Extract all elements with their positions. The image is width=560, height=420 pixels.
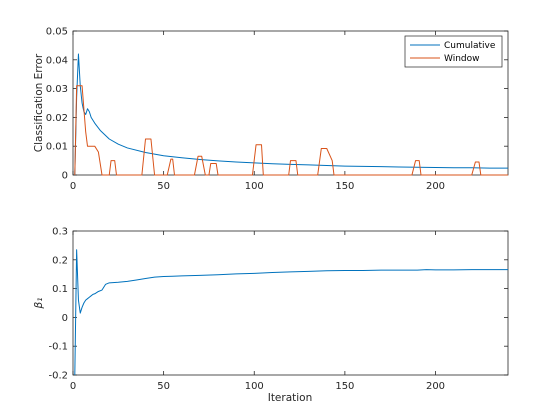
y-tick-label: 0.01 [46,142,68,153]
y-tick-label: 0.02 [46,113,68,124]
x-tick-label: 200 [426,381,445,392]
y-tick-label: 0.3 [52,227,68,238]
top-y-axis-label: Classification Error [33,53,45,152]
top-y-tick-labels: 0 0.01 0.02 0.03 0.04 0.05 [46,27,68,182]
y-tick-label: -0.2 [48,371,68,382]
top-x-tick-labels: 0 50 100 150 200 [70,181,445,192]
y-tick-label: 0.04 [46,55,68,66]
bottom-ticks [72,230,508,376]
x-tick-label: 0 [70,181,76,192]
x-tick-label: 100 [245,181,264,192]
y-tick-label: 0 [62,313,68,324]
x-tick-label: 150 [335,181,354,192]
y-tick-label: -0.1 [48,342,68,353]
legend-box [404,35,503,68]
y-tick-label: 0.2 [52,255,68,266]
top-panel: 0 50 100 150 200 0 0.01 0.02 0.03 0.04 0.05 Class… [33,27,509,192]
legend: Cumulative Window [404,35,503,68]
bottom-series-lines [74,249,508,376]
bottom-y-tick-labels: -0.2 -0.1 0 0.1 0.2 0.3 [48,227,68,382]
beta-series-line [74,249,508,376]
bottom-plot-area [72,230,509,376]
y-tick-label: 0.05 [46,27,68,38]
y-tick-label: 0.03 [46,84,68,95]
bottom-x-axis-label: Iteration [268,392,313,404]
x-tick-label: 150 [335,381,354,392]
x-tick-label: 200 [426,181,445,192]
x-tick-label: 50 [157,181,170,192]
bottom-panel: 0 50 100 150 200 -0.2 -0.1 0 0.1 0.2 0.3 β₁ Itera… [33,227,509,404]
y-tick-label: 0.1 [52,284,68,295]
bottom-y-axis-label: β₁ [33,298,45,310]
x-tick-label: 50 [157,381,170,392]
legend-label-cumulative: Cumulative [444,41,496,51]
top-ticks [72,30,508,176]
x-tick-label: 100 [245,381,264,392]
top-series-lines [74,53,508,176]
legend-label-window: Window [444,54,480,64]
window-series-line [74,85,508,176]
y-tick-label: 0 [62,171,68,182]
bottom-x-tick-labels: 0 50 100 150 200 [70,381,445,392]
x-tick-label: 0 [70,381,76,392]
cumulative-series-line [74,53,508,176]
